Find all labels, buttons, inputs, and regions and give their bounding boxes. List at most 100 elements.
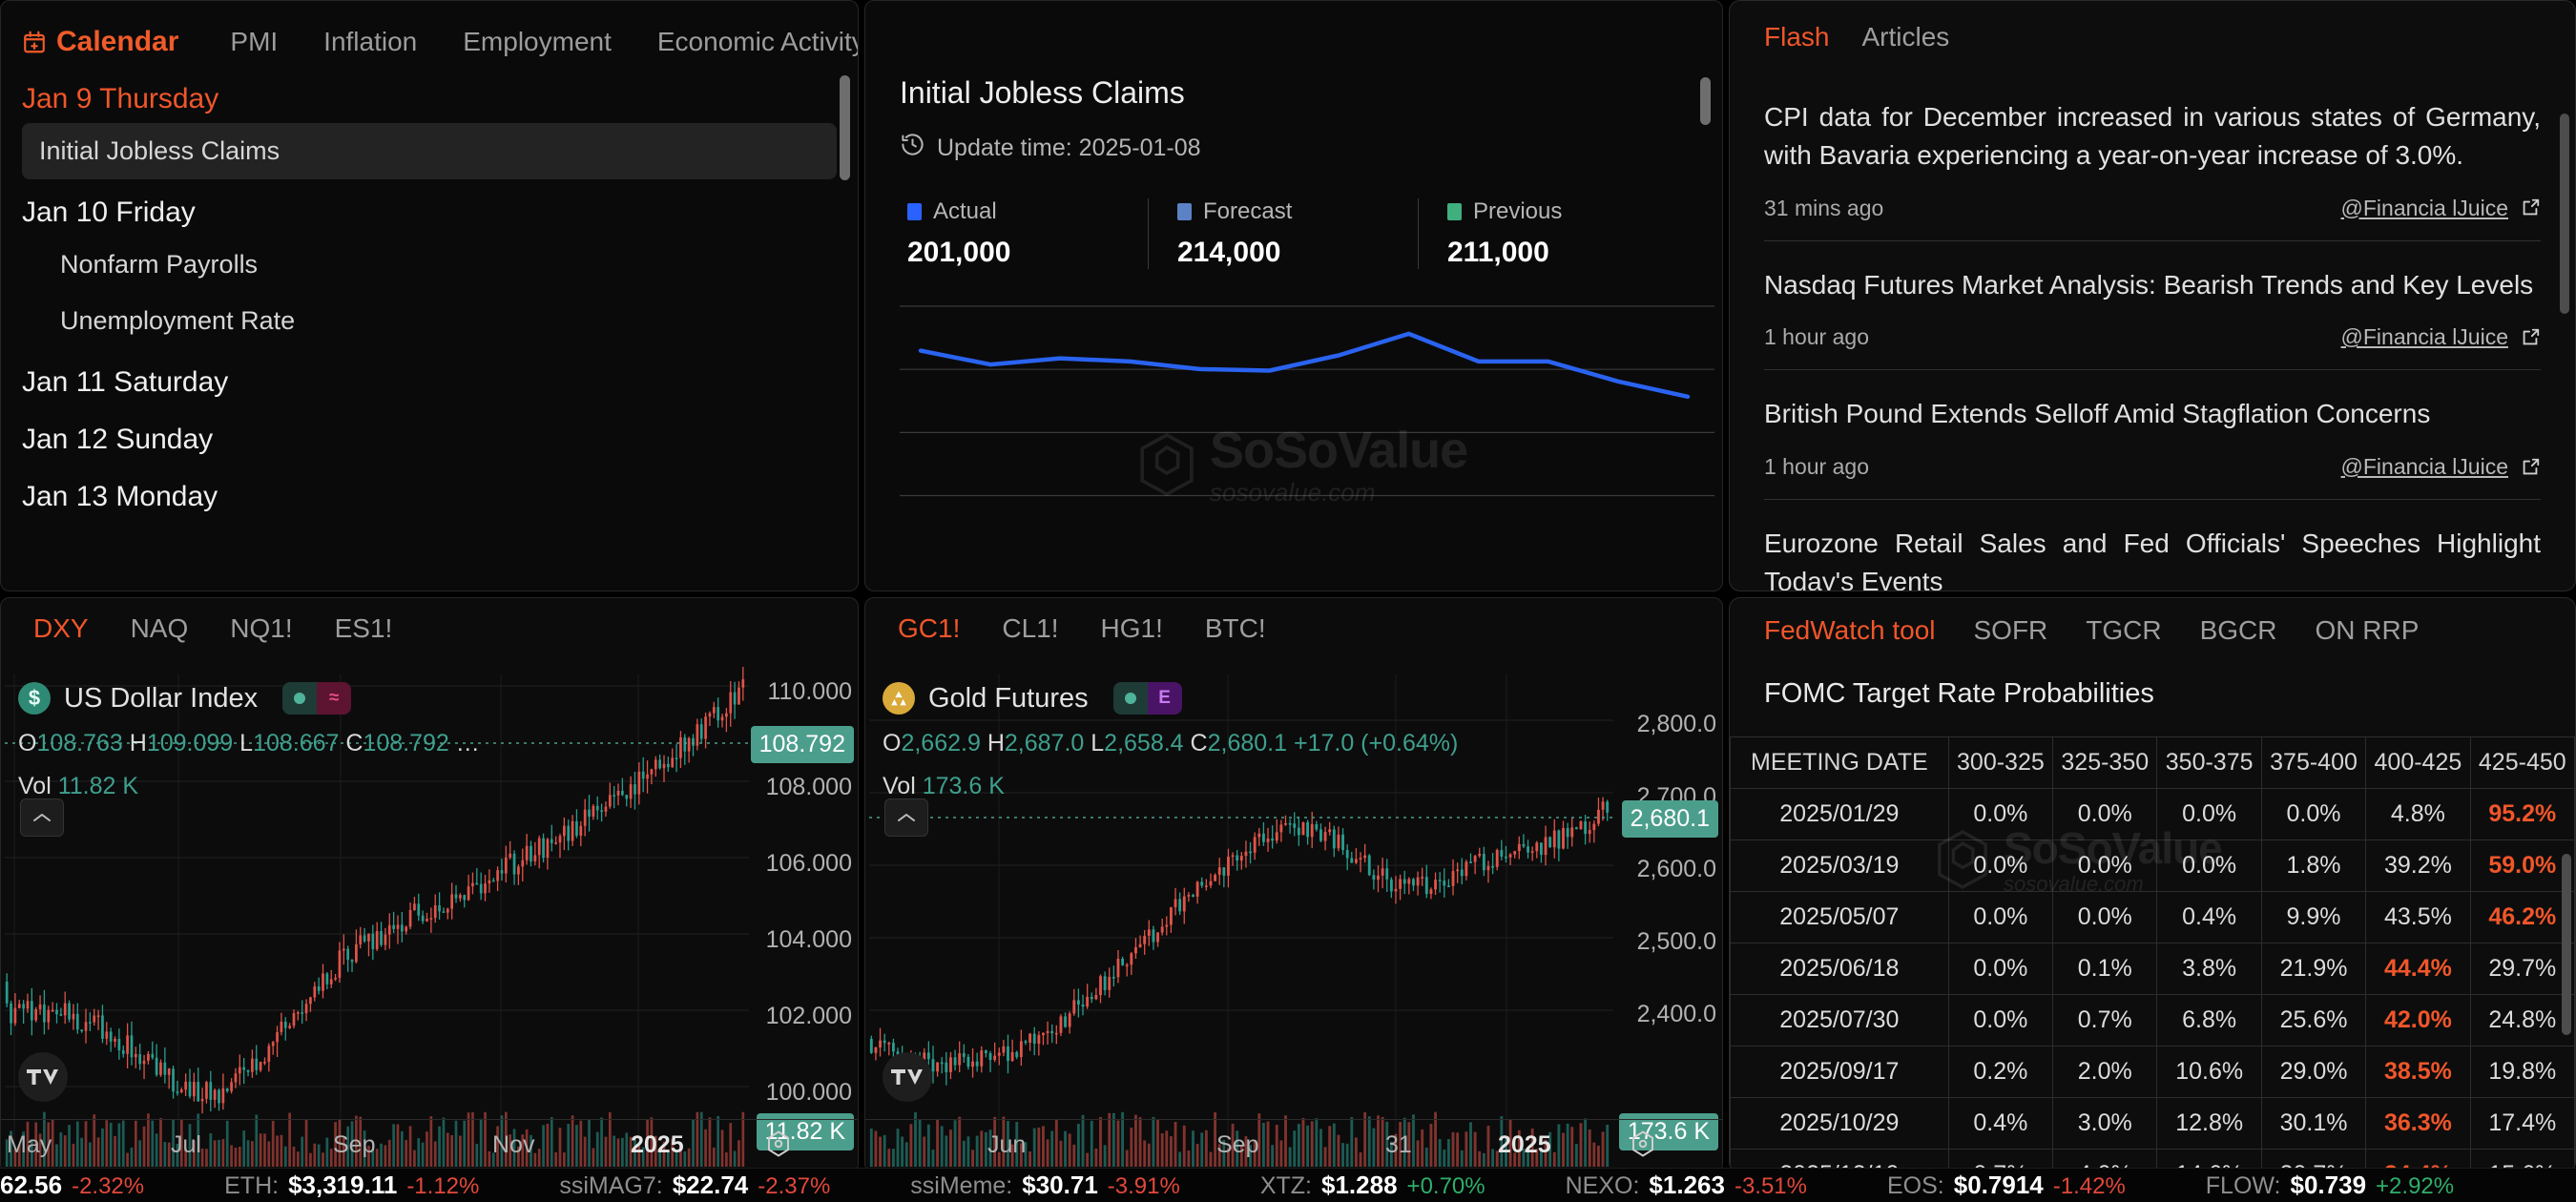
cell-probability: 44.4%	[2365, 943, 2471, 995]
ticker-item[interactable]: 62.56 -2.32%	[0, 1171, 144, 1200]
news-source-label: @Financia lJuice	[2340, 195, 2508, 220]
tab-dxy[interactable]: DXY	[33, 613, 89, 643]
news-item[interactable]: Nasdaq Futures Market Analysis: Bearish …	[1764, 241, 2541, 371]
news-list: CPI data for December increased in vario…	[1730, 73, 2575, 591]
table-row[interactable]: 2025/06/18 0.0% 0.1% 3.8% 21.9% 44.4% 29.7%	[1730, 943, 2575, 995]
dxy-collapse-button[interactable]	[20, 798, 64, 837]
price-tick: 2,400.0	[1636, 1001, 1716, 1027]
tab-inflation[interactable]: Inflation	[323, 27, 418, 56]
ticker-item[interactable]: ETH: $3,319.11 -1.12%	[224, 1171, 479, 1200]
calendar-event-initial-jobless-claims[interactable]: Initial Jobless Claims	[22, 123, 837, 179]
news-source-link[interactable]: @Financia lJuice	[2341, 196, 2541, 221]
table-row[interactable]: 2025/09/17 0.2% 2.0% 10.6% 29.0% 38.5% 19.8%	[1730, 1046, 2575, 1098]
news-item[interactable]: British Pound Extends Selloff Amid Stagf…	[1764, 370, 2541, 500]
ohlc-more: …	[455, 730, 480, 756]
news-source-link[interactable]: @Financia lJuice	[2341, 324, 2541, 350]
ticker-change: -1.12%	[406, 1173, 480, 1199]
cell-meeting-date: 2025/09/17	[1730, 1046, 1949, 1098]
tab-sofr[interactable]: SOFR	[1973, 615, 2048, 645]
vol-value: 173.6 K	[922, 773, 1005, 799]
calendar-event-nonfarm-payrolls[interactable]: Nonfarm Payrolls	[60, 250, 259, 279]
cell-probability: 3.0%	[2052, 1097, 2158, 1150]
calendar-event-unemployment-rate[interactable]: Unemployment Rate	[60, 306, 296, 335]
news-item[interactable]: Eurozone Retail Sales and Fed Officials'…	[1764, 500, 2541, 591]
tab-fedwatch-tool[interactable]: FedWatch tool	[1764, 615, 1936, 645]
ticker-item[interactable]: ssiMeme: $30.71 -3.91%	[910, 1171, 1180, 1200]
tab-cl1[interactable]: CL1!	[1002, 613, 1059, 643]
ohlc-l-label: L	[1091, 730, 1105, 756]
dxy-time-axis[interactable]: May Jul Sep Nov 2025	[1, 1119, 858, 1172]
table-header-425-450: 425-450	[2469, 736, 2575, 789]
cell-probability: 95.2%	[2469, 788, 2575, 840]
ohlc-o-label: O	[18, 730, 37, 756]
news-source-link[interactable]: @Financia lJuice	[2341, 454, 2541, 480]
detail-scrollbar[interactable]	[1700, 77, 1711, 125]
table-row[interactable]: 2025/03/19 0.0% 0.0% 0.0% 1.8% 39.2% 59.0%	[1730, 839, 2575, 892]
cell-meeting-date: 2025/05/07	[1730, 891, 1949, 943]
gold-icon	[883, 682, 915, 715]
market-ticker-bar[interactable]: 62.56 -2.32% ETH: $3,319.11 -1.12% ssiMAG7: $2…	[0, 1168, 2576, 1202]
fedwatch-scrollbar[interactable]	[2562, 854, 2571, 1035]
cell-probability: 38.5%	[2365, 1046, 2471, 1098]
ohlc-c-label: C	[1190, 730, 1208, 756]
dxy-price-axis[interactable]: 110.000 108.792 108.000 106.000 104.000 …	[743, 667, 858, 1150]
tab-flash[interactable]: Flash	[1764, 22, 1830, 52]
tab-articles[interactable]: Articles	[1861, 22, 1950, 52]
table-row[interactable]: 2025/01/29 0.0% 0.0% 0.0% 0.0% 4.8% 95.2%	[1730, 788, 2575, 840]
ohlc-c: 108.792	[363, 730, 449, 756]
clock-hexagon-icon	[1632, 1130, 1653, 1157]
ohlc-o-label: O	[883, 730, 902, 756]
cell-probability: 4.8%	[2365, 788, 2471, 840]
tab-es1[interactable]: ES1!	[334, 613, 393, 643]
table-row[interactable]: 2025/10/29 0.4% 3.0% 12.8% 30.1% 36.3% 17.4%	[1730, 1097, 2575, 1150]
dxy-timezone-button[interactable]	[764, 1129, 793, 1163]
dxy-chart-area[interactable]: $ US Dollar Index ≈ O108.763 H109.099 L1…	[1, 666, 858, 1172]
tab-pmi[interactable]: PMI	[230, 27, 279, 56]
fomc-probabilities-table: MEETING DATE 300-325 325-350 350-375 375-400…	[1730, 736, 2575, 1172]
tab-economic-activity[interactable]: Economic Activity	[656, 27, 859, 56]
tab-nq1[interactable]: NQ1!	[230, 613, 293, 643]
ticker-item[interactable]: XTZ: $1.288 +0.70%	[1260, 1171, 1485, 1200]
dollar-icon: $	[18, 682, 51, 715]
gold-time-axis[interactable]: Jun Sep 31 2025	[865, 1119, 1722, 1172]
calendar-scrollbar[interactable]	[840, 75, 850, 180]
tab-tgcr[interactable]: TGCR	[2086, 615, 2162, 645]
ticker-symbol: ETH:	[224, 1172, 280, 1199]
gold-price-axis[interactable]: 2,800.0 2,700.0 2,680.1 2,600.0 2,500.0 …	[1608, 667, 1722, 1150]
gold-volume: Vol 173.6 K	[883, 773, 1458, 800]
table-row[interactable]: 2025/05/07 0.0% 0.0% 0.4% 9.9% 43.5% 46.2%	[1730, 891, 2575, 943]
tab-hg1[interactable]: HG1!	[1100, 613, 1163, 643]
fedwatch-tabbar: FedWatch tool SOFR TGCR BGCR ON RRP	[1730, 598, 2575, 646]
tab-bgcr[interactable]: BGCR	[2199, 615, 2277, 645]
news-scrollbar[interactable]	[2560, 114, 2569, 314]
news-item[interactable]: CPI data for December increased in vario…	[1764, 73, 2541, 241]
ticker-item[interactable]: EOS: $0.7914 -1.42%	[1887, 1171, 2126, 1200]
cell-probability: 0.0%	[1947, 839, 2054, 892]
wave-icon: ≈	[317, 682, 352, 715]
cell-probability: 1.8%	[2260, 839, 2367, 892]
tab-calendar-label: Calendar	[56, 26, 179, 57]
tab-gc1[interactable]: GC1!	[898, 613, 961, 643]
tradingview-logo[interactable]	[18, 1052, 68, 1102]
gold-timezone-button[interactable]	[1629, 1129, 1657, 1163]
event-detail-panel: Initial Jobless Claims Update time: 2025…	[864, 0, 1723, 591]
ticker-item[interactable]: FLOW: $0.739 +2.92%	[2206, 1171, 2454, 1200]
ticker-item[interactable]: ssiMAG7: $22.74 -2.37%	[559, 1171, 830, 1200]
external-link-icon	[2523, 328, 2540, 345]
tab-btc[interactable]: BTC!	[1204, 613, 1266, 643]
calendar-date-header: Jan 9 Thursday	[22, 83, 219, 114]
tradingview-logo[interactable]	[883, 1052, 932, 1102]
tab-naq[interactable]: NAQ	[130, 613, 189, 643]
tab-employment[interactable]: Employment	[463, 27, 612, 56]
tab-on-rrp[interactable]: ON RRP	[2315, 615, 2420, 645]
fedwatch-title: FOMC Target Rate Probabilities	[1764, 678, 2154, 709]
gold-chart-area[interactable]: Gold Futures E O2,662.9 H2,687.0 L2,658.…	[865, 667, 1722, 1172]
tab-calendar[interactable]: Calendar	[22, 26, 178, 58]
ticker-item[interactable]: NEXO: $1.263 -3.51%	[1566, 1171, 1807, 1200]
price-tick: 100.000	[765, 1079, 852, 1106]
news-source-label: @Financia lJuice	[2340, 324, 2508, 350]
table-row[interactable]: 2025/07/30 0.0% 0.7% 6.8% 25.6% 42.0% 24.8%	[1730, 994, 2575, 1047]
time-tick: Jul	[171, 1131, 201, 1158]
external-link-icon	[2523, 198, 2540, 216]
gold-collapse-button[interactable]	[884, 798, 928, 837]
